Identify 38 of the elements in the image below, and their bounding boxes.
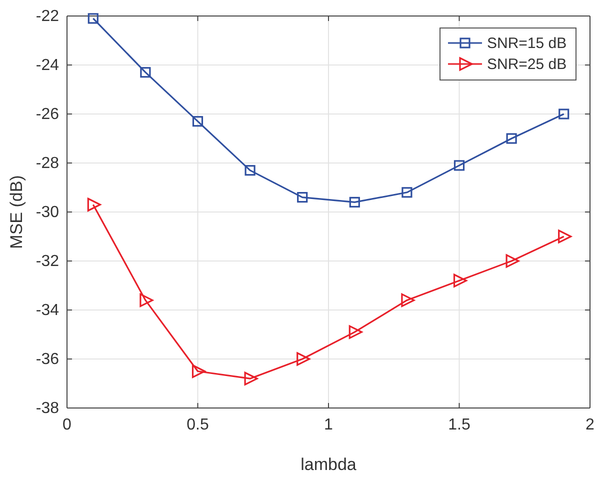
- y-tick-label: -34: [36, 302, 60, 320]
- point: [506, 133, 517, 144]
- point: [349, 196, 360, 208]
- y-tick-label: -22: [36, 8, 60, 26]
- point: [140, 67, 151, 78]
- y-tick-label: -36: [36, 351, 60, 368]
- point: [244, 165, 256, 176]
- point: [296, 352, 310, 366]
- point: [454, 160, 465, 171]
- legend-label: SNR=15 dB: [487, 35, 567, 52]
- x-axis-title: lambda: [300, 455, 357, 474]
- x-tick-label: 0.5: [186, 416, 209, 434]
- y-tick-label: -24: [36, 57, 60, 74]
- point: [192, 364, 206, 378]
- point: [506, 254, 520, 268]
- point: [244, 372, 258, 386]
- x-tick-label: 2: [586, 416, 595, 434]
- legend-label: SNR=25 dB: [487, 56, 567, 73]
- point: [88, 13, 98, 24]
- x-tick-label: 0: [62, 416, 72, 434]
- y-tick-label: -30: [36, 204, 60, 222]
- x-tick-label: 1: [324, 416, 334, 434]
- point: [558, 230, 572, 244]
- point: [87, 198, 101, 212]
- point: [297, 192, 308, 203]
- y-tick-label: -28: [36, 155, 60, 172]
- point: [402, 187, 412, 198]
- y-axis-title: MSE (dB): [7, 175, 26, 249]
- y-tick-label: -26: [36, 106, 60, 124]
- x-tick-label: 1.5: [448, 416, 470, 434]
- point: [453, 274, 468, 288]
- y-tick-label: -38: [36, 400, 60, 418]
- point: [401, 293, 415, 307]
- point: [192, 116, 204, 127]
- y-tick-label: -32: [36, 253, 60, 270]
- point: [558, 108, 570, 120]
- point: [140, 293, 154, 307]
- point: [348, 325, 362, 339]
